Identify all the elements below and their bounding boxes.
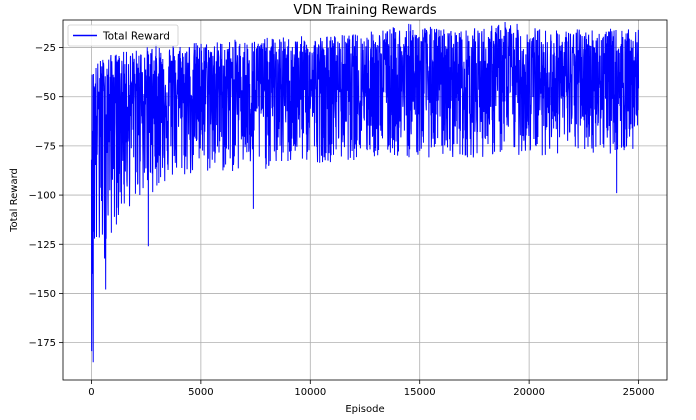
x-tick-label: 5000 xyxy=(188,387,213,398)
y-tick-label: −50 xyxy=(35,92,56,103)
y-tick-label: −75 xyxy=(35,141,56,152)
y-axis-ticks: −175 −150 −125 −100 −75 −50 −25 xyxy=(29,43,63,349)
x-tick-label: 15000 xyxy=(404,387,436,398)
legend[interactable]: Total Reward xyxy=(67,24,179,47)
chart-title: VDN Training Rewards xyxy=(293,3,437,18)
plot-frame xyxy=(62,19,668,381)
x-tick-label: 25000 xyxy=(623,387,655,398)
x-tick-label: 10000 xyxy=(294,387,326,398)
y-tick-label: −150 xyxy=(29,289,56,300)
series-line-total-reward xyxy=(90,21,640,363)
x-tick-label: 20000 xyxy=(513,387,545,398)
x-axis-label: Episode xyxy=(345,404,384,415)
y-axis-label: Total Reward xyxy=(9,168,20,233)
y-tick-label: −125 xyxy=(29,240,56,251)
x-axis-ticks: 0 5000 10000 15000 20000 25000 xyxy=(88,380,654,398)
x-tick-label: 0 xyxy=(88,387,94,398)
y-tick-label: −100 xyxy=(29,191,56,202)
legend-box xyxy=(67,24,179,47)
y-tick-label: −25 xyxy=(35,43,56,54)
legend-label-total-reward: Total Reward xyxy=(102,31,170,43)
y-tick-label: −175 xyxy=(29,338,56,349)
